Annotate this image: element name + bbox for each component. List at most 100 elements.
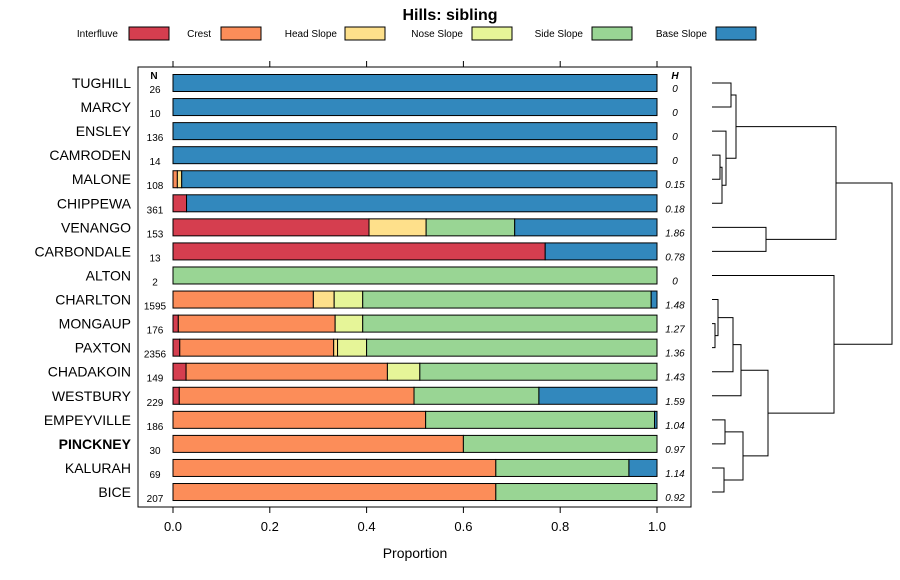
dendrogram-branch [724, 431, 744, 481]
bar-segment [334, 314, 364, 333]
n-label: 136 [147, 133, 164, 144]
h-label: 0 [672, 108, 678, 119]
legend-swatch [220, 26, 262, 41]
row-label: CHARLTON [55, 292, 131, 308]
bar-segment [495, 458, 630, 477]
row-label: VENANGO [61, 219, 131, 235]
h-label: 0.92 [665, 493, 685, 504]
bar-segment [172, 434, 464, 453]
n-label: 153 [147, 229, 164, 240]
bar-segment [172, 218, 370, 237]
h-label: 1.59 [665, 397, 685, 408]
row-label: ENSLEY [76, 123, 132, 139]
x-axis: 0.0 0.2 0.4 0.6 0.8 1.0 [164, 61, 666, 534]
dendrogram-branch [712, 344, 742, 397]
bar-segment [366, 338, 658, 357]
legend-label: Base Slope [656, 29, 708, 40]
bar-segment [172, 314, 179, 333]
bar-segment [172, 338, 181, 357]
n-label: 30 [149, 446, 161, 457]
x-tick-label: 0.6 [454, 519, 472, 534]
row-label: PAXTON [75, 340, 131, 356]
n-label: 26 [149, 85, 161, 96]
bar-segment [333, 338, 339, 357]
x-tick-label: 0.2 [261, 519, 279, 534]
x-tick-label: 0.0 [164, 519, 182, 534]
dendrogram-branch [712, 467, 725, 493]
bar-segment [177, 314, 336, 333]
bar-segment [172, 458, 497, 477]
h-label: 1.04 [665, 421, 685, 432]
h-label: 1.86 [665, 228, 685, 239]
bar-segment [172, 410, 427, 429]
x-axis-title: Proportion [383, 545, 448, 561]
bar-segment [538, 386, 658, 405]
row-label: ALTON [86, 267, 131, 283]
bar-segment [178, 386, 415, 405]
dendrogram [712, 82, 893, 493]
bar-segment [172, 362, 187, 381]
n-labels: 26 10 136 14 108 361 153 13 2 1595 176 2356 149 229 18… [144, 85, 167, 505]
dendrogram-branch [712, 323, 716, 349]
legend-label: Nose Slope [411, 29, 463, 40]
bar-segment [462, 434, 658, 453]
legend-swatch [715, 26, 757, 41]
h-labels: 0 0 0 0 0.15 0.18 1.86 0.78 0 1.48 1.27 1.36 1.43 1.5… [665, 84, 685, 504]
row-label: WESTBURY [52, 388, 132, 404]
row-labels: TUGHILL MARCY ENSLEY CAMRODEN MALONE CHIPPEWA… [35, 75, 132, 500]
n-column-header: N [150, 71, 157, 82]
legend-label: Crest [187, 29, 211, 40]
n-label: 361 [147, 205, 164, 216]
bar-segment [185, 362, 388, 381]
row-label: KALURAH [65, 460, 131, 476]
h-label: 1.43 [665, 373, 685, 384]
bar-segment [172, 242, 546, 261]
n-label: 1595 [144, 302, 167, 313]
plot-frame [137, 66, 692, 508]
bar-segment [413, 386, 540, 405]
bar-segment [425, 410, 656, 429]
bar-segment [337, 338, 368, 357]
dendrogram-branch [712, 130, 727, 186]
row-label: CARBONDALE [35, 243, 131, 259]
n-label: 69 [149, 470, 161, 481]
legend-label: Side Slope [535, 29, 584, 40]
row-label: CAMRODEN [49, 147, 131, 163]
bar-segment [172, 386, 180, 405]
bar-segment [368, 218, 427, 237]
row-label: BICE [98, 484, 131, 500]
dendrogram-branch [712, 274, 835, 414]
bar-segment [544, 242, 658, 261]
h-label: 1.14 [665, 469, 685, 480]
legend-swatch [128, 26, 170, 41]
bar-segment [419, 362, 658, 381]
dendrogram-branch [741, 369, 769, 457]
row-label: TUGHILL [72, 75, 131, 91]
n-label: 176 [147, 326, 164, 337]
row-label: CHIPPEWA [57, 195, 132, 211]
bars [172, 74, 658, 502]
h-label: 0.18 [665, 204, 685, 215]
row-label: MONGAUP [59, 316, 131, 332]
h-label: 0 [672, 132, 678, 143]
row-label: MARCY [80, 99, 131, 115]
dendrogram-branch [736, 126, 837, 240]
h-label: 0 [672, 156, 678, 167]
legend: Interfluve Crest Head Slope Nose Slope Side … [77, 26, 757, 41]
x-tick-label: 0.8 [551, 519, 569, 534]
bar-segment [172, 290, 314, 309]
bar-segment [172, 122, 658, 141]
x-tick-label: 0.4 [358, 519, 376, 534]
row-label: CHADAKOIN [48, 364, 131, 380]
n-label: 149 [147, 374, 164, 385]
h-label: 0 [672, 276, 678, 287]
bar-segment [495, 483, 658, 502]
n-label: 14 [149, 157, 161, 168]
legend-label: Interfluve [77, 29, 119, 40]
dendrogram-branch [712, 226, 767, 252]
bar-segment [176, 170, 183, 189]
h-label: 1.27 [665, 325, 685, 336]
n-label: 2 [152, 277, 158, 288]
dendrogram-branch [712, 82, 732, 108]
